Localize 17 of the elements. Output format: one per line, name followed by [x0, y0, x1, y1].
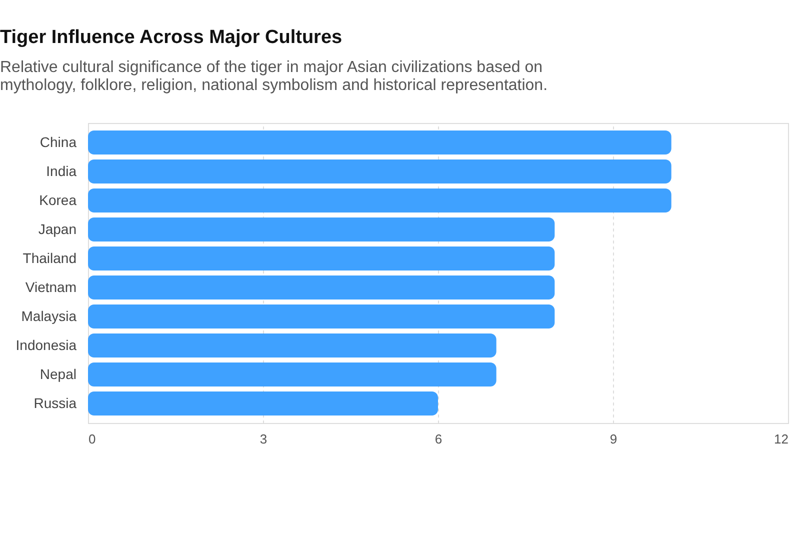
y-tick-label: Indonesia — [16, 337, 77, 353]
y-tick-label: Japan — [38, 221, 76, 237]
y-tick-label: China — [40, 134, 77, 150]
y-tick-label: Korea — [39, 192, 77, 208]
y-tick-label: Malaysia — [21, 308, 77, 324]
x-tick-label: 9 — [610, 432, 618, 446]
y-tick-label: Russia — [34, 395, 77, 411]
y-tick-label: India — [46, 163, 77, 179]
y-tick-label: Vietnam — [25, 279, 76, 295]
y-tick-label: Thailand — [22, 250, 76, 266]
chart-title: Tiger Influence Across Major Cultures — [0, 27, 342, 48]
chart-subtitle: Relative cultural significance of the tiger in major Asian civilizations based on mythology, folklore, religion, national symbolism and historical representation. — [0, 59, 548, 94]
y-tick-label: Nepal — [40, 366, 76, 382]
x-tick-label: 3 — [260, 432, 268, 446]
x-tick-label: 6 — [434, 432, 442, 446]
x-tick-label: 0 — [88, 432, 96, 446]
x-tick-label: 12 — [774, 432, 788, 446]
